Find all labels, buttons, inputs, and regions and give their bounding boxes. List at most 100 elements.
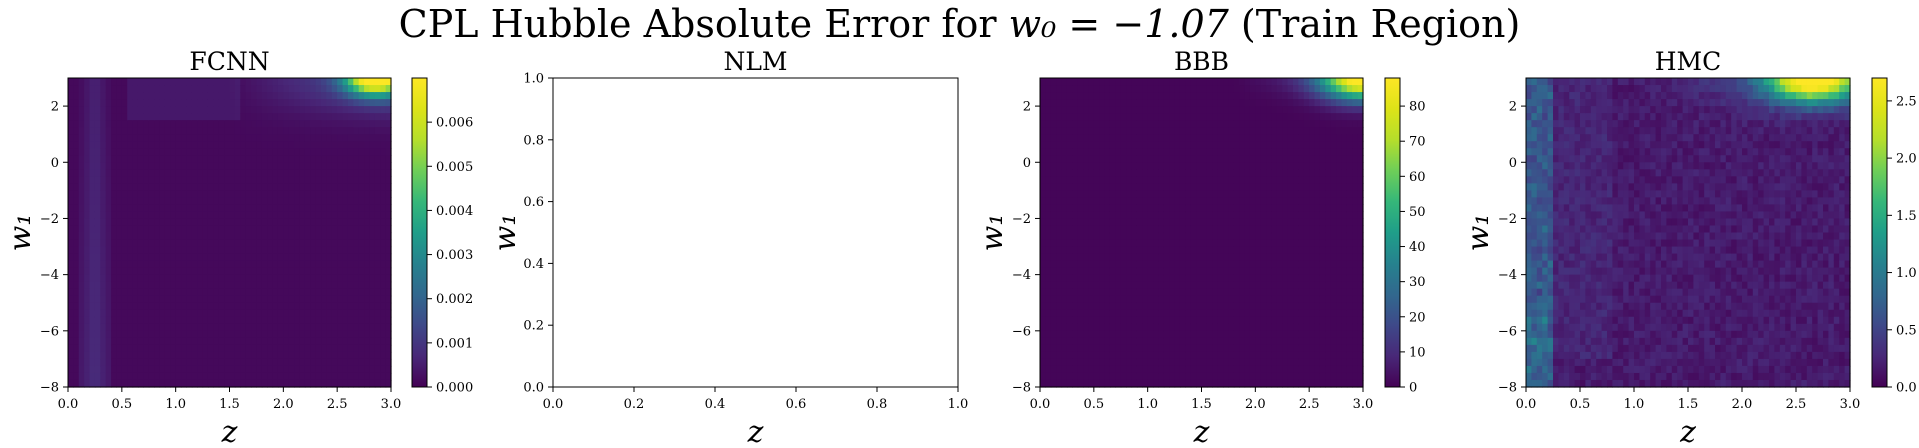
heatmap-cell (364, 351, 371, 360)
heatmap-cell (116, 197, 123, 206)
heatmap-cell (1083, 85, 1090, 93)
heatmap-cell (385, 316, 392, 325)
heatmap-cell (159, 141, 166, 149)
heatmap-cell (1293, 274, 1299, 283)
heatmap-cell (299, 169, 306, 177)
heatmap-cell (127, 190, 134, 198)
heatmap-cell (1104, 337, 1111, 346)
heatmap-cell (181, 246, 188, 255)
heatmap-cell (1109, 309, 1116, 318)
heatmap-cell (89, 379, 96, 388)
heatmap-cell (89, 190, 96, 198)
heatmap-cell (277, 372, 284, 381)
heatmap-cell (78, 148, 85, 156)
heatmap-cell (186, 120, 193, 128)
heatmap-cell (315, 141, 322, 149)
heatmap-cell (1212, 260, 1219, 269)
heatmap-cell (105, 197, 112, 206)
heatmap-cell (1126, 169, 1133, 177)
heatmap-cell (1109, 246, 1116, 255)
heatmap-cell (1093, 260, 1100, 269)
heatmap-cell (154, 155, 161, 163)
heatmap-cell (380, 239, 387, 248)
heatmap-cell (1244, 316, 1251, 325)
heatmap-cell (229, 232, 236, 241)
heatmap-cell (224, 113, 231, 121)
heatmap-cell (1104, 309, 1111, 318)
heatmap-cell (100, 323, 107, 332)
heatmap-cell (127, 169, 134, 177)
heatmap-cell (1298, 281, 1305, 290)
heatmap-cell (283, 92, 290, 100)
heatmap-cell (1083, 155, 1090, 163)
heatmap-cell (1309, 323, 1316, 332)
heatmap-cell (1309, 267, 1316, 276)
heatmap-cell (159, 120, 166, 128)
heatmap-cell (1066, 148, 1073, 156)
heatmap-cell (1147, 141, 1154, 149)
heatmap-cell (1077, 197, 1084, 206)
heatmap-cell (369, 99, 376, 107)
heatmap-cell (181, 295, 188, 304)
heatmap-cell (369, 253, 376, 262)
heatmap-cell (347, 358, 354, 367)
heatmap-cell (1196, 288, 1203, 297)
heatmap-cell (299, 239, 306, 248)
heatmap-cell (1185, 337, 1192, 346)
heatmap-cell (1045, 351, 1052, 360)
heatmap-cell (240, 225, 247, 234)
heatmap-cell (1077, 274, 1084, 283)
heatmap-cell (1115, 288, 1122, 297)
heatmap-cell (385, 190, 392, 198)
heatmap-cell (1239, 190, 1246, 198)
heatmap-cell (159, 78, 166, 86)
heatmap-cell (1115, 316, 1122, 325)
heatmap-cell (1158, 162, 1165, 170)
heatmap-cell (1093, 337, 1100, 346)
heatmap-cell (1249, 358, 1256, 367)
heatmap-cell (337, 218, 344, 227)
heatmap-cell (1228, 358, 1235, 367)
heatmap-cell (1050, 148, 1057, 156)
y-tick-label: 0 (51, 156, 59, 171)
heatmap-cell (164, 239, 171, 248)
heatmap-cell (1050, 127, 1057, 135)
heatmap-cell (94, 211, 101, 220)
heatmap-cell (1158, 85, 1165, 93)
x-axis-label: z (221, 415, 238, 448)
heatmap-cell (358, 169, 365, 177)
heatmap-cell (1185, 197, 1192, 206)
heatmap-cell (1153, 302, 1160, 311)
heatmap-cell (385, 155, 392, 163)
heatmap-cell (154, 225, 161, 234)
heatmap-cell (181, 239, 188, 248)
heatmap-cell (1045, 232, 1052, 241)
heatmap-cell (1045, 218, 1052, 227)
heatmap-cell (121, 225, 128, 234)
heatmap-cell (154, 239, 161, 248)
heatmap-cell (1056, 155, 1063, 163)
heatmap-cell (374, 309, 381, 318)
heatmap-cell (1104, 197, 1111, 206)
heatmap-cell (358, 204, 365, 213)
heatmap-cell (1158, 323, 1165, 332)
heatmap-cell (1223, 225, 1230, 234)
heatmap-cell (374, 232, 381, 241)
heatmap-cell (197, 379, 204, 388)
heatmap-cell (1276, 309, 1283, 318)
heatmap-cell (78, 197, 85, 206)
heatmap-cell (1201, 169, 1208, 177)
heatmap-cell (1298, 211, 1305, 220)
heatmap-cell (1303, 169, 1310, 177)
heatmap-cell (1147, 239, 1154, 248)
heatmap-cell (1190, 246, 1197, 255)
heatmap-cell (1287, 302, 1294, 311)
heatmap-cell (1303, 365, 1310, 374)
heatmap-cell (294, 148, 301, 156)
heatmap-cell (380, 190, 387, 198)
heatmap-cell (1249, 155, 1256, 163)
heatmap-cell (1244, 99, 1251, 107)
heatmap-cell (310, 309, 317, 318)
heatmap-cell (197, 232, 204, 241)
heatmap-cell (1126, 281, 1133, 290)
